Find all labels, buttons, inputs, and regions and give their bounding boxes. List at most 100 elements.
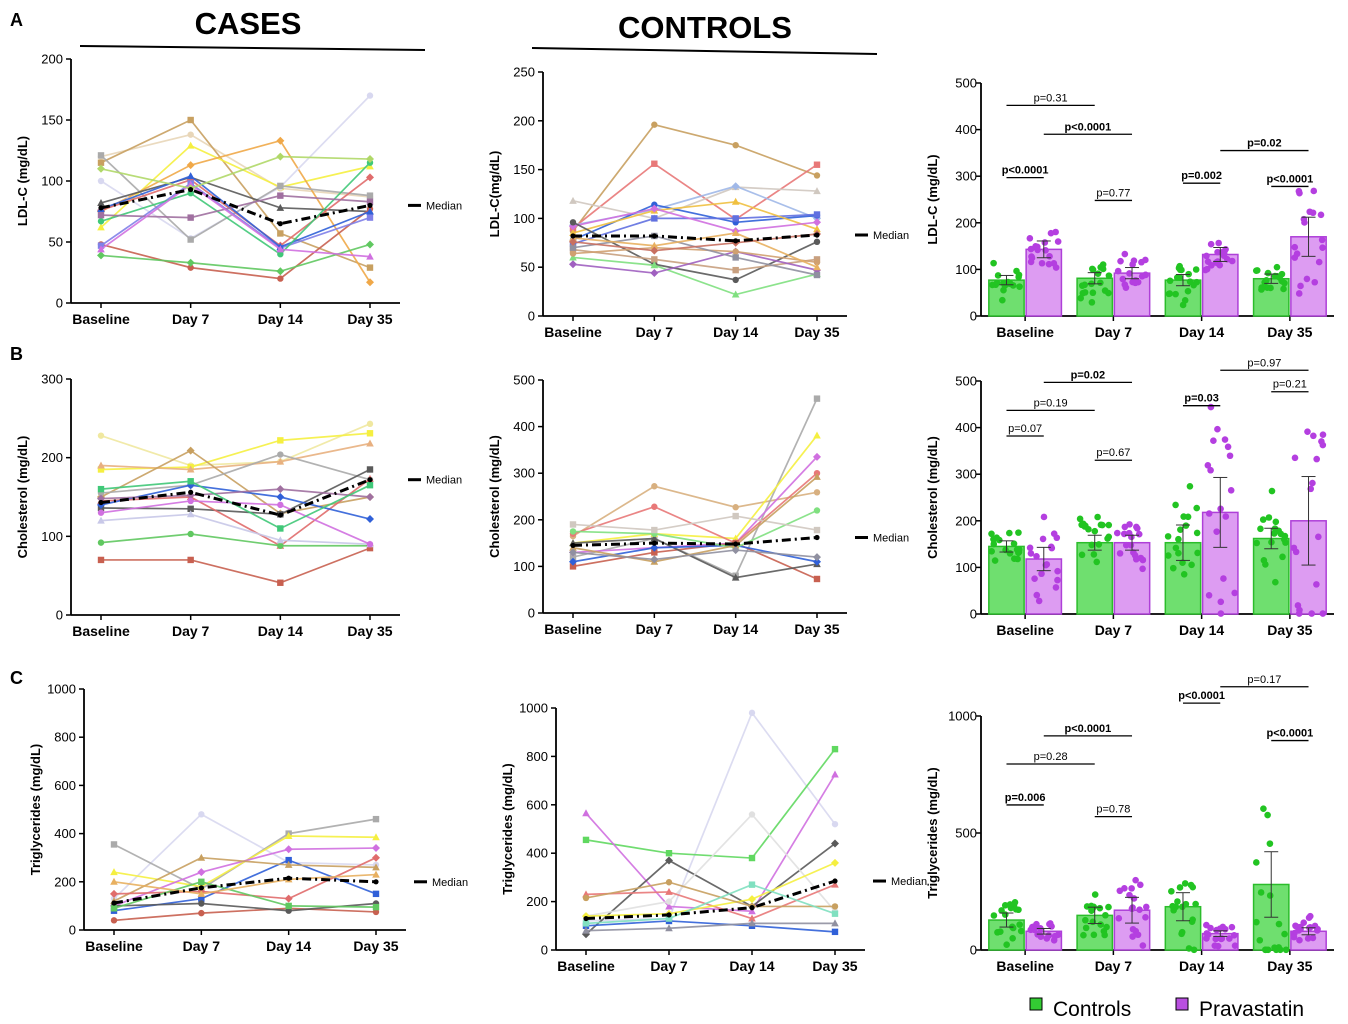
data-point	[1034, 243, 1041, 251]
data-point	[1258, 286, 1265, 293]
y-tick-label: 200	[54, 874, 76, 889]
series-point	[813, 225, 821, 233]
x-tick-label: Day 35	[794, 324, 839, 340]
series-point	[277, 437, 284, 444]
data-point	[1175, 264, 1183, 272]
bar-group	[1164, 262, 1202, 317]
series-point	[110, 889, 118, 898]
y-tick-label: 0	[528, 309, 535, 324]
series-polyline	[100, 133, 371, 198]
data-point	[1313, 927, 1321, 934]
y-tick-label: 0	[970, 309, 977, 324]
bar-group	[1290, 912, 1327, 951]
data-point	[1046, 253, 1053, 260]
data-point	[1221, 436, 1229, 443]
series-point	[110, 917, 118, 924]
series-point	[813, 575, 821, 583]
series-point	[813, 472, 821, 480]
series-point	[651, 549, 658, 556]
series-point	[372, 908, 380, 916]
y-tick-label: 500	[955, 374, 977, 389]
median-point	[651, 233, 657, 239]
data-point	[1132, 555, 1140, 563]
data-point	[1179, 559, 1186, 566]
data-point	[1134, 525, 1141, 532]
series-point	[197, 853, 206, 861]
data-point	[1137, 881, 1144, 889]
series-point	[569, 244, 577, 251]
data-point	[1281, 930, 1288, 938]
data-point	[1272, 946, 1280, 954]
series-line	[97, 439, 374, 473]
median-point	[832, 878, 838, 884]
bar-group	[1201, 239, 1239, 317]
data-point	[1016, 283, 1023, 290]
series-point	[366, 240, 374, 249]
controls-header-rule	[531, 47, 878, 55]
series-point	[831, 839, 839, 848]
p-value-label: p<0.0001	[1065, 121, 1112, 133]
series-point	[97, 211, 105, 219]
series-point	[650, 555, 659, 564]
data-point	[1100, 927, 1108, 935]
data-point	[1128, 533, 1135, 541]
y-tick-label: 150	[513, 162, 535, 177]
series-point	[366, 541, 374, 548]
data-point	[1038, 570, 1045, 578]
data-point	[1264, 269, 1272, 277]
data-point	[988, 548, 995, 555]
series-point	[569, 521, 577, 528]
series-polyline	[100, 533, 370, 547]
data-point	[1270, 530, 1278, 537]
series-point	[831, 770, 839, 778]
series-point	[187, 505, 194, 512]
data-point	[1105, 272, 1113, 279]
data-point	[1102, 911, 1109, 919]
data-point	[1315, 258, 1323, 266]
series-point	[731, 229, 740, 237]
series-line	[97, 180, 374, 260]
series-point	[197, 868, 206, 877]
y-tick-label: 100	[955, 560, 977, 575]
series-point	[276, 536, 285, 544]
series-line	[97, 510, 374, 548]
data-point	[1319, 244, 1326, 251]
data-point	[1015, 529, 1022, 536]
series-point	[366, 252, 374, 260]
data-point	[1128, 885, 1135, 892]
data-point	[1114, 267, 1122, 275]
y-tick-label: 0	[56, 608, 63, 623]
y-axis-label: LDL-C (mg/dL)	[15, 136, 30, 226]
series-point	[748, 881, 756, 888]
x-tick-label: Day 14	[266, 938, 311, 954]
data-point	[1054, 576, 1061, 584]
data-point	[1182, 900, 1190, 908]
series-point	[731, 546, 740, 555]
data-point	[1204, 461, 1212, 469]
data-point	[1311, 278, 1319, 286]
data-point	[1272, 578, 1279, 586]
data-point	[1205, 510, 1213, 517]
series-point	[650, 204, 659, 213]
data-point	[1290, 933, 1298, 941]
data-point	[1121, 250, 1129, 258]
series-point	[569, 557, 577, 566]
series-point	[372, 833, 380, 841]
series-line	[569, 395, 821, 579]
series-point	[372, 890, 380, 898]
data-point	[1105, 903, 1112, 911]
series-point	[97, 245, 105, 253]
series-line	[97, 420, 374, 469]
x-tick-label: Day 7	[1095, 622, 1133, 638]
data-point	[1169, 564, 1177, 572]
series-line	[569, 470, 821, 547]
series-point	[277, 251, 284, 258]
series-line	[582, 770, 839, 915]
series-point	[651, 256, 658, 263]
data-point	[1214, 248, 1221, 256]
data-point	[1104, 535, 1111, 542]
series-point	[110, 841, 118, 848]
series-point	[813, 271, 821, 279]
series-point	[665, 902, 673, 910]
x-tick-label: Day 35	[812, 958, 857, 974]
